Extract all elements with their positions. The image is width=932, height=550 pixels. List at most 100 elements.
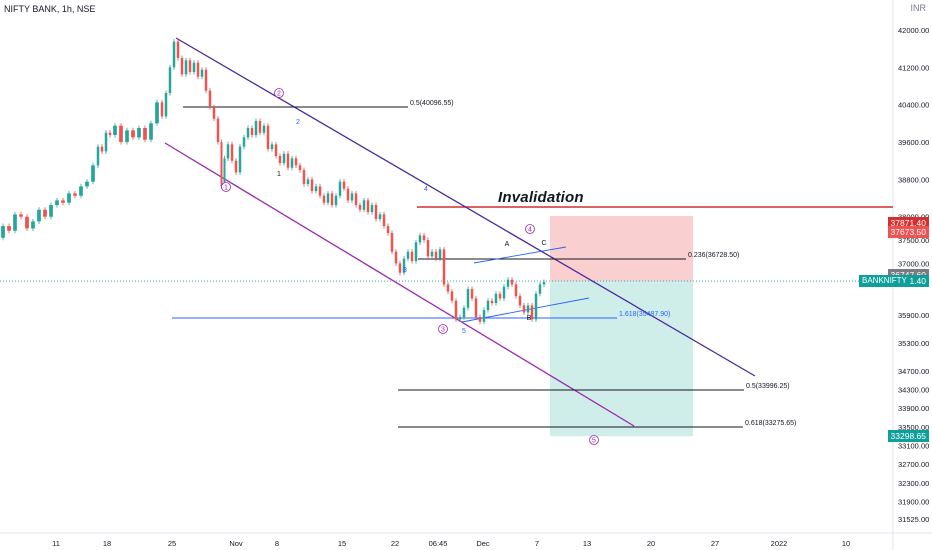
y-tick-label: 35900.00 xyxy=(898,311,929,320)
x-tick-label: Nov xyxy=(229,539,243,548)
candle-body xyxy=(61,200,65,203)
y-tick-label: 40400.00 xyxy=(898,101,929,110)
candle-body xyxy=(108,132,112,136)
wave-label-minor: 1 xyxy=(277,171,281,178)
wave-label-circle xyxy=(221,182,231,192)
candle-body xyxy=(25,216,29,229)
candle-body xyxy=(486,300,490,311)
wave-label-circle xyxy=(274,88,284,98)
candle-body xyxy=(414,242,418,262)
y-tick-label: 33100.00 xyxy=(898,441,929,450)
candle-body xyxy=(85,181,89,187)
y-tick-label: 35300.00 xyxy=(898,339,929,348)
time-axis[interactable]: 11 18 25 Nov 8 15 22 06:45 Dec 7 13 20 27 2022 10 xyxy=(52,539,850,548)
candle-body xyxy=(172,41,176,68)
candle-body xyxy=(125,130,129,143)
candle-body xyxy=(242,137,246,147)
wedge-upper-line xyxy=(473,246,567,264)
candle-body xyxy=(286,153,290,168)
candle-body xyxy=(510,279,514,285)
candle-body xyxy=(410,251,414,262)
candle-body xyxy=(212,107,216,119)
candle-body xyxy=(223,158,226,187)
y-tick-label: 34700.00 xyxy=(898,367,929,376)
candle-body xyxy=(149,123,153,140)
x-tick-label: 7 xyxy=(535,539,539,548)
candle-body xyxy=(282,153,286,164)
candle-body xyxy=(196,62,200,77)
candle-body xyxy=(374,205,378,220)
y-tick-label: 38800.00 xyxy=(898,175,929,184)
x-tick-label: 11 xyxy=(52,539,60,548)
x-tick-label: 10 xyxy=(842,539,850,548)
candle-body xyxy=(534,293,538,320)
candle-body xyxy=(434,251,438,259)
y-tick-label: 37500.00 xyxy=(898,236,929,245)
candle-body xyxy=(402,258,406,273)
x-tick-label: 15 xyxy=(338,539,346,548)
candle-body xyxy=(226,144,230,159)
candle-body xyxy=(542,282,546,285)
wave-label-major: 5 xyxy=(592,438,596,445)
candle-body xyxy=(246,128,250,138)
candle-body xyxy=(342,181,346,189)
candle-body xyxy=(79,186,83,196)
abc-label: C xyxy=(541,240,546,247)
candle-body xyxy=(474,298,478,318)
candle-body xyxy=(43,209,47,217)
candle-body xyxy=(530,305,534,320)
candle-body xyxy=(538,284,542,294)
y-tick-label: 31900.00 xyxy=(898,497,929,506)
candle-body xyxy=(13,214,17,231)
wave-label-major: 4 xyxy=(528,227,532,234)
candles xyxy=(1,39,546,325)
y-tick-label: 37000.00 xyxy=(898,259,929,268)
wave-label-minor: 4 xyxy=(424,186,428,193)
wave-label-major: 3 xyxy=(441,327,445,334)
candle-body xyxy=(350,193,354,201)
fib-level-label: 0.5(40096.55) xyxy=(410,100,454,107)
candle-body xyxy=(31,221,35,229)
candle-body xyxy=(386,226,390,234)
candle-body xyxy=(131,130,135,138)
candle-body xyxy=(200,69,204,77)
candle-body xyxy=(346,188,350,201)
candle-body xyxy=(55,200,59,206)
candle-body xyxy=(314,186,318,192)
candle-body xyxy=(176,41,180,59)
candle-body xyxy=(454,300,458,320)
candle-body xyxy=(382,214,386,227)
candle-body xyxy=(113,125,117,136)
candle-body xyxy=(1,226,5,238)
stop-loss-zone xyxy=(550,216,693,282)
abc-label: A xyxy=(505,241,510,248)
candle-body xyxy=(160,102,164,117)
candle-body xyxy=(278,156,282,164)
candle-body xyxy=(322,195,326,203)
candle-body xyxy=(438,249,442,259)
wave-label-minor: 3 xyxy=(403,267,407,274)
fib-level-label: 0.236(36728.50) xyxy=(688,252,739,259)
x-tick-label: 22 xyxy=(391,539,399,548)
candle-body xyxy=(104,132,108,152)
x-tick-label: 20 xyxy=(647,539,655,548)
price-tag: 37673.50 xyxy=(887,225,929,238)
y-tick-label: 42000.00 xyxy=(898,26,929,35)
candle-body xyxy=(418,235,422,243)
candle-body xyxy=(514,284,518,297)
x-tick-label: 8 xyxy=(275,539,279,548)
candle-body xyxy=(262,125,266,133)
candle-body xyxy=(338,181,342,196)
wave-label-minor: 5 xyxy=(462,328,466,335)
candle-body xyxy=(426,240,430,257)
price-tag: 33298.65 xyxy=(887,430,929,443)
candle-body xyxy=(19,214,23,217)
candle-body xyxy=(37,209,41,222)
candle-body xyxy=(298,165,302,171)
candle-body xyxy=(155,102,159,124)
y-tick-label: 39600.00 xyxy=(898,138,929,147)
candle-body xyxy=(238,146,242,173)
candle-body xyxy=(522,305,526,313)
y-tick-label: 32700.00 xyxy=(898,460,929,469)
